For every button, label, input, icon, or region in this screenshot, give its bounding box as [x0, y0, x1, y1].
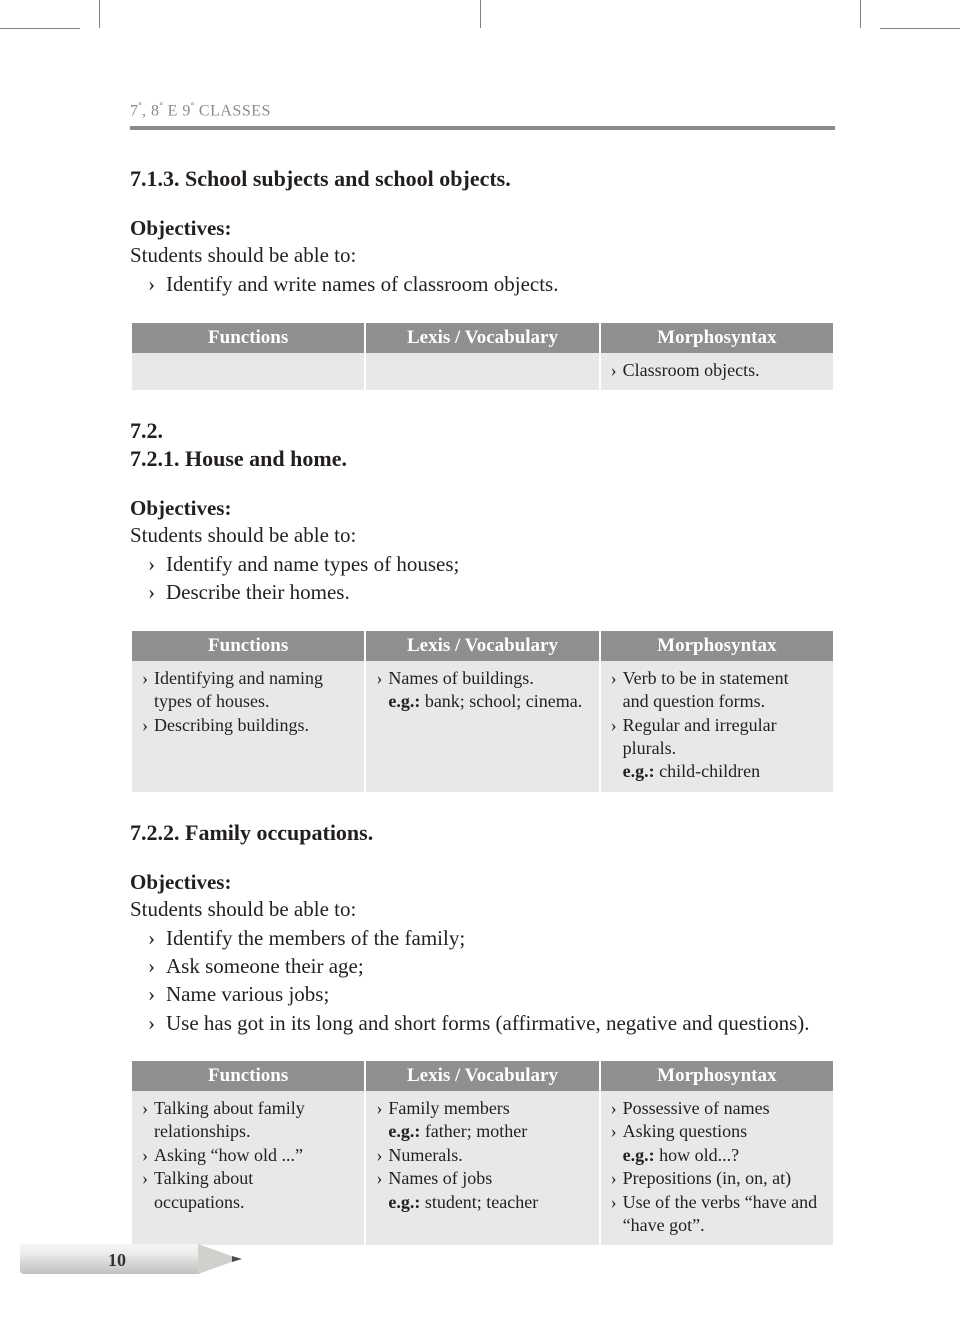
cell-line: e.g.: father; mother — [376, 1120, 588, 1143]
th-morpho: Morphosyntax — [601, 1061, 833, 1091]
cell-line: Regular and irregular — [611, 714, 823, 737]
cell: Names of buildings.e.g.: bank; school; c… — [366, 661, 598, 792]
cell-line: Asking questions — [611, 1120, 823, 1143]
cell-line: e.g.: how old...? — [611, 1144, 823, 1167]
th-lexis: Lexis / Vocabulary — [366, 631, 598, 661]
cell-line: types of houses. — [142, 690, 354, 713]
cell-line: Use of the verbs “have and — [611, 1191, 823, 1214]
page-footer: 10 — [20, 1236, 270, 1282]
table-722: Functions Lexis / Vocabulary Morphosynta… — [130, 1061, 835, 1245]
objectives-list-721: Identify and name types of houses;Descri… — [148, 550, 835, 607]
cell-line: Names of buildings. — [376, 667, 588, 690]
crop-mark — [80, 0, 100, 28]
objectives-label: Objectives: — [130, 216, 835, 241]
section-title-713: 7.1.3. School subjects and school object… — [130, 166, 835, 192]
cell: Possessive of namesAsking questionse.g.:… — [601, 1091, 833, 1245]
page: 7ª, 8ª E 9ª CLASSES 7.1.3. School subjec… — [20, 40, 930, 1304]
th-lexis: Lexis / Vocabulary — [366, 1061, 598, 1091]
objectives-label: Objectives: — [130, 870, 835, 895]
head-rule — [130, 126, 835, 130]
objective-item: Ask someone their age; — [148, 952, 835, 980]
section-title-721: 7.2.1. House and home. — [130, 446, 835, 472]
objectives-leadin: Students should be able to: — [130, 897, 835, 922]
cell: Family memberse.g.: father; motherNumera… — [366, 1091, 598, 1245]
objectives-label: Objectives: — [130, 496, 835, 521]
running-head: 7ª, 8ª E 9ª CLASSES — [130, 100, 835, 120]
cell-line: Describing buildings. — [142, 714, 354, 737]
cell-line: relationships. — [142, 1120, 354, 1143]
crop-mark — [0, 28, 80, 29]
objective-item: Describe their homes. — [148, 578, 835, 606]
cell-line: e.g.: bank; school; cinema. — [376, 690, 588, 713]
th-functions: Functions — [132, 1061, 364, 1091]
cell-line: Possessive of names — [611, 1097, 823, 1120]
th-lexis: Lexis / Vocabulary — [366, 323, 598, 353]
cell: Classroom objects. — [601, 353, 833, 390]
th-morpho: Morphosyntax — [601, 323, 833, 353]
cell-line: e.g.: student; teacher — [376, 1191, 588, 1214]
objective-item: Name various jobs; — [148, 980, 835, 1008]
cell-line: Identifying and naming — [142, 667, 354, 690]
pencil-lead-icon — [232, 1256, 242, 1262]
th-functions: Functions — [132, 323, 364, 353]
cell: Verb to be in statementand question form… — [601, 661, 833, 792]
table-713: Functions Lexis / Vocabulary Morphosynta… — [130, 323, 835, 390]
section-title-722: 7.2.2. Family occupations. — [130, 820, 835, 846]
objectives-leadin: Students should be able to: — [130, 523, 835, 548]
crop-mark — [860, 0, 880, 28]
page-number: 10 — [108, 1250, 126, 1271]
cell-line: and question forms. — [611, 690, 823, 713]
cell-line: occupations. — [142, 1191, 354, 1214]
cell-line: Talking about — [142, 1167, 354, 1190]
section-number-72: 7.2. — [130, 418, 835, 444]
objective-item: Identify and name types of houses; — [148, 550, 835, 578]
cell-line: plurals. — [611, 737, 823, 760]
crop-mark — [480, 0, 481, 28]
cell — [366, 353, 598, 390]
cell-line: Verb to be in statement — [611, 667, 823, 690]
table-721: Functions Lexis / Vocabulary Morphosynta… — [130, 631, 835, 792]
th-morpho: Morphosyntax — [601, 631, 833, 661]
cell-line: Asking “how old ...” — [142, 1144, 354, 1167]
objectives-list-713: Identify and write names of classroom ob… — [148, 270, 835, 298]
cell-line: “have got”. — [611, 1214, 823, 1237]
content-area: 7ª, 8ª E 9ª CLASSES 7.1.3. School subjec… — [20, 40, 930, 1245]
cell — [132, 353, 364, 390]
cell-line: Names of jobs — [376, 1167, 588, 1190]
cell-line: Classroom objects. — [611, 359, 823, 382]
cell-line: Numerals. — [376, 1144, 588, 1167]
cell-line: Prepositions (in, on, at) — [611, 1167, 823, 1190]
objectives-leadin: Students should be able to: — [130, 243, 835, 268]
crop-mark — [880, 28, 960, 29]
cell: Talking about familyrelationships.Asking… — [132, 1091, 364, 1245]
cell-line: Family members — [376, 1097, 588, 1120]
head-text: 7 — [130, 102, 139, 119]
th-functions: Functions — [132, 631, 364, 661]
objective-item: Identify the members of the family; — [148, 924, 835, 952]
cell-line: e.g.: child-children — [611, 760, 823, 783]
objective-item: Use has got in its long and short forms … — [148, 1009, 835, 1037]
cell-line: Talking about family — [142, 1097, 354, 1120]
objectives-list-722: Identify the members of the family;Ask s… — [148, 924, 835, 1037]
cell: Identifying and namingtypes of houses.De… — [132, 661, 364, 792]
objective-item: Identify and write names of classroom ob… — [148, 270, 835, 298]
